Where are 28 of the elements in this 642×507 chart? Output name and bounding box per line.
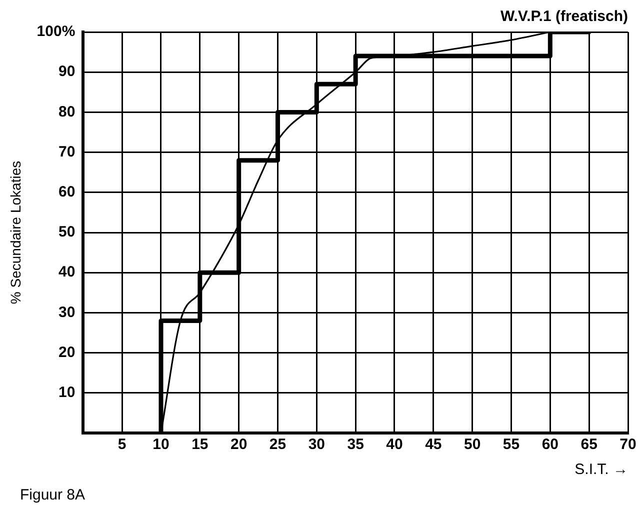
text: Figuur 8A — [20, 486, 86, 504]
y-tick-label: 70 — [58, 143, 76, 160]
x-tick-label: 60 — [542, 436, 559, 454]
y-tick-label: 100% — [36, 23, 76, 40]
x-tick-label: 25 — [269, 436, 286, 454]
x-tick-label: 50 — [464, 436, 481, 454]
y-tick-label: 40 — [58, 264, 76, 281]
y-tick-label: 80 — [58, 103, 76, 120]
y-tick-label: 90 — [58, 63, 76, 80]
x-tick-label: 40 — [386, 436, 403, 454]
y-axis-title: % Secundaire Lokaties — [7, 160, 24, 304]
y-tick-label: 10 — [58, 384, 76, 402]
x-tick-label: 5 — [118, 436, 126, 454]
y-tick-label: 30 — [58, 304, 76, 321]
x-tick-label: 35 — [347, 436, 364, 454]
y-tick-label: 20 — [58, 344, 76, 361]
x-tick-label: 55 — [502, 436, 520, 454]
x-tick-label: 20 — [230, 436, 248, 454]
x-axis-title: S.I.T. → — [574, 461, 628, 478]
x-tick-label: 45 — [425, 436, 442, 454]
x-tick-label: 15 — [192, 436, 208, 454]
x-tick-label: 65 — [580, 436, 598, 454]
y-tick-label: 50 — [58, 224, 76, 241]
x-tick-label: 10 — [152, 436, 170, 454]
x-tick-label: 70 — [620, 436, 636, 454]
x-tick-label: 30 — [308, 436, 326, 454]
chart-title: W.V.P.1 (freatisch) — [500, 8, 628, 26]
y-tick-label: 60 — [58, 184, 76, 201]
